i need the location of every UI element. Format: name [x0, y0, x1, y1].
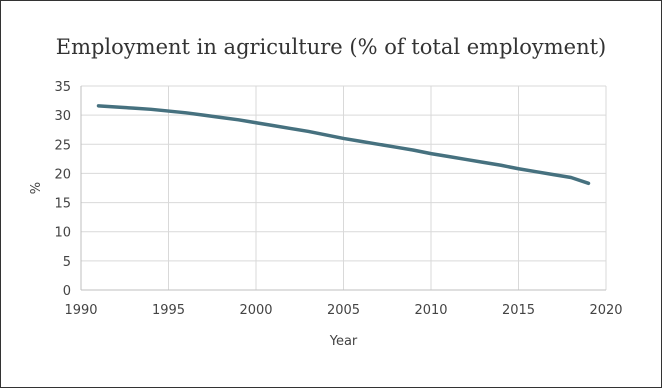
x-tick-label: 1995 [152, 303, 185, 318]
gridlines [80, 85, 607, 291]
x-axis-label: Year [329, 334, 358, 349]
series-lines [96, 104, 591, 186]
y-tick-label: 15 [54, 197, 71, 212]
y-tick-label: 10 [54, 226, 71, 241]
y-tick-label: 5 [63, 255, 71, 270]
y-tick-labels: 0 5 10 15 20 25 30 35 [54, 80, 71, 299]
x-tick-label: 2005 [327, 303, 360, 318]
y-tick-label: 25 [54, 138, 71, 153]
x-tick-label: 2020 [589, 303, 622, 318]
x-tick-label: 2015 [502, 303, 535, 318]
y-tick-label: 30 [54, 109, 71, 124]
series-line [96, 104, 591, 186]
x-tick-label: 2010 [414, 303, 447, 318]
x-tick-label: 1990 [64, 303, 97, 318]
y-axis-label: % [29, 182, 44, 194]
y-tick-label: 0 [63, 284, 71, 299]
x-tick-labels: 1990 1995 2000 2005 2010 2015 2020 [64, 303, 622, 318]
y-tick-label: 20 [54, 167, 71, 182]
chart-title: Employment in agriculture (% of total em… [55, 35, 607, 59]
y-tick-label: 35 [54, 80, 71, 95]
x-tick-label: 2000 [239, 303, 272, 318]
